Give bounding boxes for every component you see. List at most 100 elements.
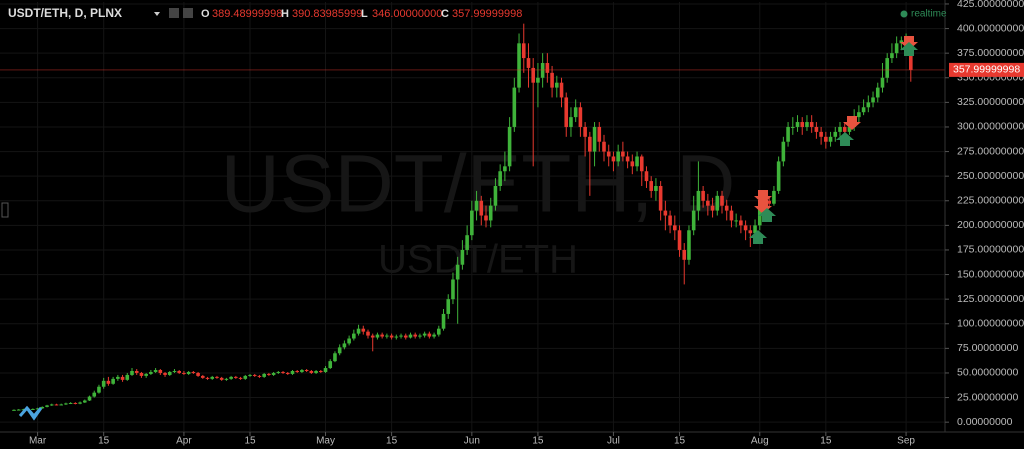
y-tick-label: 0.00000000 bbox=[957, 416, 1013, 428]
x-tick-label: Sep bbox=[897, 436, 915, 447]
candle-body bbox=[31, 408, 35, 410]
candle-body bbox=[64, 403, 68, 405]
candle-body bbox=[366, 331, 370, 336]
y-tick-label: 400.00000000 bbox=[957, 22, 1024, 34]
candle-body bbox=[677, 230, 682, 250]
last-price-tag bbox=[949, 62, 1024, 77]
candle-body bbox=[729, 210, 734, 221]
candle-body bbox=[153, 370, 158, 372]
candle-body bbox=[767, 200, 771, 204]
candle-body bbox=[824, 136, 828, 142]
candle-body bbox=[474, 200, 479, 211]
candle-body bbox=[139, 372, 144, 376]
candle-body bbox=[21, 409, 26, 411]
logo bbox=[18, 405, 43, 421]
candle-body bbox=[484, 215, 488, 221]
candle-body bbox=[602, 141, 606, 152]
candle-body bbox=[772, 190, 776, 204]
candle-body bbox=[68, 402, 73, 404]
candle-body bbox=[894, 43, 899, 54]
candle-body bbox=[252, 374, 257, 376]
candle-body bbox=[715, 195, 720, 211]
ohlc-name: L bbox=[361, 8, 368, 20]
candle-body bbox=[564, 97, 569, 127]
candle-body bbox=[621, 151, 625, 157]
candle-body bbox=[389, 335, 394, 338]
dropdown-caret[interactable] bbox=[154, 12, 160, 16]
candle-body bbox=[375, 334, 380, 338]
candle-body bbox=[503, 166, 507, 172]
candle-body bbox=[385, 335, 389, 337]
axes: 0.00000000 25.00000000 50.00000000 75.00000… bbox=[29, 0, 1024, 447]
candle-body bbox=[639, 156, 644, 172]
candle-body bbox=[776, 161, 781, 191]
candle-body bbox=[446, 299, 451, 314]
candle-body bbox=[734, 220, 738, 222]
buy-arrow bbox=[749, 230, 767, 244]
x-tick-label: Mar bbox=[29, 436, 47, 447]
candle-body bbox=[361, 328, 366, 332]
candle-body bbox=[399, 335, 403, 337]
candle-body bbox=[814, 126, 819, 132]
candle-body bbox=[800, 122, 805, 127]
candle-body bbox=[498, 171, 502, 187]
candle-body bbox=[673, 225, 677, 231]
y-tick-label: 325.00000000 bbox=[957, 96, 1024, 108]
candle-body bbox=[668, 215, 672, 226]
candle-body bbox=[224, 378, 229, 380]
candle-body bbox=[49, 404, 54, 406]
y-tick-label: 125.00000000 bbox=[957, 293, 1024, 305]
buy-arrow bbox=[900, 42, 918, 56]
candle-body bbox=[899, 40, 904, 44]
x-tick-label: 15 bbox=[386, 436, 398, 447]
candle-body bbox=[16, 409, 21, 411]
ohlc-value: 357.99999998 bbox=[452, 8, 522, 20]
candle-body bbox=[720, 195, 724, 206]
candle-body bbox=[54, 404, 59, 406]
side-handle[interactable] bbox=[1, 202, 9, 218]
sell-arrow bbox=[843, 116, 861, 130]
x-tick-label: 15 bbox=[532, 436, 544, 447]
candle-body bbox=[418, 335, 422, 337]
candle-body bbox=[243, 375, 248, 379]
icon[interactable] bbox=[169, 8, 179, 18]
ohlc-name: O bbox=[201, 8, 210, 20]
candle-body bbox=[413, 334, 417, 337]
buy-arrow bbox=[758, 208, 776, 222]
candle-body bbox=[290, 370, 295, 374]
candle-body bbox=[149, 371, 153, 374]
candle-body bbox=[658, 186, 663, 211]
watermark-sub: USDT/ETH bbox=[378, 238, 578, 282]
candle-body bbox=[295, 370, 299, 372]
candle-body bbox=[328, 361, 333, 369]
candle-body bbox=[319, 370, 323, 372]
candle-body bbox=[271, 372, 276, 375]
y-tick-label: 425.00000000 bbox=[957, 0, 1024, 10]
candle-body bbox=[125, 374, 130, 380]
candle-body bbox=[186, 371, 191, 374]
candle-body bbox=[805, 122, 809, 127]
candle-body bbox=[116, 376, 120, 379]
sell-arrow bbox=[754, 190, 772, 204]
candle-body bbox=[304, 370, 309, 372]
candle-body bbox=[59, 404, 63, 406]
candle-body bbox=[569, 117, 573, 127]
candle-body bbox=[191, 371, 196, 373]
candle-body bbox=[309, 370, 314, 373]
y-tick-label: 175.00000000 bbox=[957, 244, 1024, 256]
candle-body bbox=[710, 205, 715, 211]
candle-body bbox=[35, 408, 40, 410]
y-tick-label: 100.00000000 bbox=[957, 318, 1024, 330]
x-tick-label: 15 bbox=[98, 436, 110, 447]
icon[interactable] bbox=[183, 8, 193, 18]
candle-body bbox=[12, 409, 16, 411]
y-tick-label: 250.00000000 bbox=[957, 170, 1024, 182]
candle-body bbox=[512, 87, 517, 127]
candle-body bbox=[281, 371, 285, 373]
symbol-title[interactable]: USDT/ETH, D, PLNX bbox=[8, 6, 122, 20]
candle-body bbox=[437, 328, 441, 335]
candle-body bbox=[267, 373, 271, 375]
candle-body bbox=[210, 376, 215, 379]
candle-body bbox=[786, 126, 790, 142]
candle-body bbox=[455, 264, 460, 280]
